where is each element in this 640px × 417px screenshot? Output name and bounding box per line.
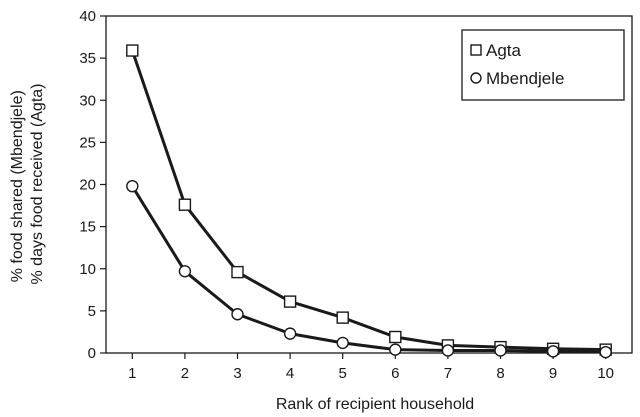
x-tick-label: 2 — [181, 365, 189, 382]
series-line-mbendjele — [131, 185, 606, 354]
x-axis-title: Rank of recipient household — [276, 396, 474, 413]
data-point-mbendjele — [546, 345, 560, 358]
data-point-mbendjele — [231, 308, 244, 321]
data-point-mbendjele — [389, 343, 402, 356]
y-tick-label: 40 — [79, 8, 96, 25]
data-point-mbendjele — [441, 344, 455, 357]
legend-circle-marker — [470, 72, 482, 84]
data-point-mbendjele — [283, 327, 297, 340]
data-point-agta — [126, 44, 139, 57]
x-tick-label: 4 — [286, 365, 294, 382]
y-axis-title: % food shared (Mbendjele) % days food re… — [9, 84, 46, 285]
data-point-mbendjele — [126, 179, 139, 193]
x-tick-label: 9 — [549, 365, 557, 382]
x-tick-label: 6 — [391, 365, 399, 382]
y-tick-label: 10 — [79, 261, 96, 278]
y-tick-label: 0 — [88, 345, 96, 362]
legend-square-marker — [470, 44, 482, 56]
data-point-agta — [336, 311, 349, 324]
series-line-agta — [130, 50, 606, 352]
y-tick-label: 30 — [79, 92, 96, 109]
x-tick-label: 8 — [496, 365, 504, 382]
series-lines — [130, 50, 606, 354]
x-tick-label: 7 — [444, 365, 452, 382]
legend: Agta Mbendjele — [461, 29, 625, 101]
data-point-mbendjele — [336, 336, 349, 350]
y-tick-label: 20 — [79, 177, 96, 194]
x-tick-label: 1 — [128, 365, 136, 382]
data-point-mbendjele — [178, 265, 192, 278]
axes: 0 5 10 15 20 25 30 35 40 1 2 3 4 5 6 7 8 9 10 — [79, 8, 633, 382]
x-tick-label: 10 — [597, 365, 614, 382]
legend-label-mbendjele: Mbendjele — [486, 69, 564, 88]
x-tick-label: 5 — [339, 365, 347, 382]
series-markers — [126, 44, 612, 359]
data-point-mbendjele — [599, 345, 612, 359]
legend-box — [461, 29, 625, 101]
y-tick-label: 25 — [79, 134, 96, 151]
y-axis-title-line-2: % days food received (Agta) — [29, 84, 46, 285]
data-point-agta — [178, 198, 192, 211]
x-tick-label: 3 — [233, 365, 241, 382]
y-tick-label: 5 — [88, 303, 96, 320]
y-tick-label: 15 — [79, 219, 96, 236]
legend-label-agta: Agta — [486, 41, 522, 60]
y-tick-label: 35 — [79, 50, 96, 67]
data-point-agta — [231, 265, 244, 279]
data-point-mbendjele — [494, 344, 507, 357]
y-axis-title-line-1: % food shared (Mbendjele) — [9, 90, 26, 282]
data-point-agta — [283, 295, 297, 308]
data-point-agta — [389, 330, 402, 344]
